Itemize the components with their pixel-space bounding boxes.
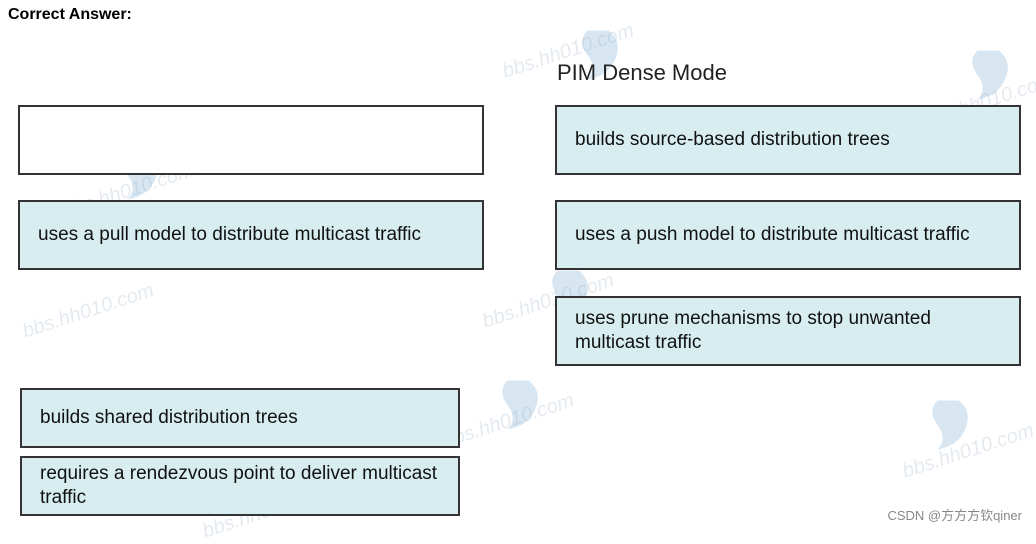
answer-text: builds source-based distribution trees xyxy=(575,128,890,152)
answer-text: uses a push model to distribute multicas… xyxy=(575,223,970,247)
answer-slot-left-3[interactable]: builds shared distribution trees xyxy=(20,388,460,448)
answer-text: requires a rendezvous point to deliver m… xyxy=(40,462,440,510)
page-title: Correct Answer: xyxy=(8,6,132,24)
answer-slot-left-4[interactable]: requires a rendezvous point to deliver m… xyxy=(20,456,460,516)
answer-text: builds shared distribution trees xyxy=(40,406,298,430)
watermark-text: bbs.hh010.com xyxy=(900,419,1036,483)
column-header-right: PIM Dense Mode xyxy=(557,60,727,86)
answer-text: uses prune mechanisms to stop unwanted m… xyxy=(575,307,1001,355)
watermark-text: bbs.hh010.com xyxy=(440,389,577,453)
answer-slot-right-3[interactable]: uses prune mechanisms to stop unwanted m… xyxy=(555,296,1021,366)
answer-slot-left-1[interactable] xyxy=(18,105,484,175)
watermark-text: bbs.hh010.com xyxy=(20,279,157,343)
attribution-text: CSDN @方方方钦qiner xyxy=(887,505,1022,524)
answer-slot-right-2[interactable]: uses a push model to distribute multicas… xyxy=(555,200,1021,270)
answer-slot-right-1[interactable]: builds source-based distribution trees xyxy=(555,105,1021,175)
watermark-logo-icon xyxy=(920,390,990,460)
answer-text: uses a pull model to distribute multicas… xyxy=(38,223,421,247)
watermark-logo-icon xyxy=(490,370,560,440)
watermark-logo-icon xyxy=(960,40,1030,110)
answer-slot-left-2[interactable]: uses a pull model to distribute multicas… xyxy=(18,200,484,270)
